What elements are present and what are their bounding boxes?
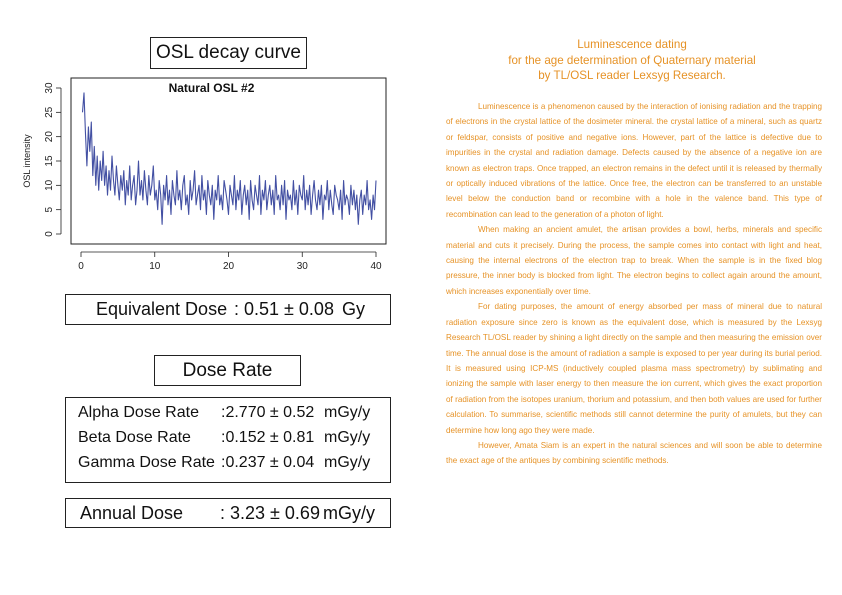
article-title: Luminescence dating for the age determin… — [440, 37, 824, 84]
article-paragraph: However, Amata Siam is an expert in the … — [446, 440, 822, 466]
dose-rate-label: Beta Dose Rate — [78, 429, 191, 446]
annual-dose-label: Annual Dose — [80, 503, 184, 523]
article-paragraph: For dating purposes, the amount of energ… — [446, 302, 822, 435]
y-tick-label: 25 — [44, 106, 55, 118]
dose-rate-title: Dose Rate — [182, 359, 273, 381]
dose-rate-unit: mGy/y — [324, 429, 371, 446]
dose-rate-value: :0.152 ± 0.81 — [221, 429, 315, 446]
osl-chart-svg: Natural OSL #2 0 5 10 15 20 25 30 0 10 20 30 40 OSL i… — [22, 77, 387, 272]
y-tick-label: 5 — [44, 206, 55, 212]
article-title-line: by TL/OSL reader Lexsyg Research. — [538, 69, 726, 82]
article-title-line: Luminescence dating — [577, 38, 687, 51]
x-tick-label: 30 — [297, 261, 309, 272]
osl-title-box: OSL decay curve — [150, 37, 307, 69]
equivalent-dose-box: Equivalent Dose : 0.51 ± 0.08 Gy — [65, 294, 391, 325]
y-tick-label: 10 — [44, 179, 55, 191]
y-tick-label: 15 — [44, 155, 55, 167]
dose-rate-box: Alpha Dose Rate :2.770 ± 0.52 mGy/y Beta… — [65, 397, 391, 483]
equivalent-dose-label: Equivalent Dose — [96, 299, 228, 319]
annual-dose-box: Annual Dose : 3.23 ± 0.69 mGy/y — [65, 498, 391, 528]
x-tick-label: 40 — [370, 261, 382, 272]
dose-rate-value: :2.770 ± 0.52 — [221, 404, 315, 421]
equivalent-dose-value: : 0.51 ± 0.08 — [234, 299, 334, 319]
annual-dose-unit: mGy/y — [323, 503, 375, 523]
x-tick-label: 10 — [149, 261, 161, 272]
x-tick-label: 20 — [223, 261, 235, 272]
y-tick-label: 30 — [44, 82, 55, 94]
dose-rate-label: Gamma Dose Rate — [78, 454, 215, 471]
osl-title: OSL decay curve — [155, 42, 302, 63]
dose-rate-label: Alpha Dose Rate — [78, 404, 199, 421]
dose-rate-title-box: Dose Rate — [154, 355, 301, 386]
article-paragraph: When making an ancient amulet, the artis… — [446, 225, 822, 296]
dose-rate-unit: mGy/y — [324, 454, 371, 471]
x-tick-label: 0 — [78, 261, 84, 272]
chart-title: Natural OSL #2 — [169, 81, 255, 95]
plot-frame — [70, 77, 387, 245]
alpha-dose-rate-row: Alpha Dose Rate :2.770 ± 0.52 mGy/y — [66, 404, 390, 428]
y-tick-label: 0 — [44, 231, 55, 237]
equivalent-dose-unit: Gy — [342, 299, 366, 319]
article-title-line: for the age determination of Quaternary … — [508, 53, 756, 67]
beta-dose-rate-row: Beta Dose Rate :0.152 ± 0.81 mGy/y — [66, 429, 390, 453]
osl-chart: Natural OSL #2 0 5 10 15 20 25 30 0 10 20 30 40 OSL i… — [14, 74, 394, 292]
y-axis-label: OSL intensity — [22, 134, 32, 188]
dose-rate-value: :0.237 ± 0.04 — [221, 454, 315, 471]
gamma-dose-rate-row: Gamma Dose Rate :0.237 ± 0.04 mGy/y — [66, 454, 390, 478]
y-tick-label: 20 — [44, 131, 55, 143]
article-paragraph: Luminescence is a phenomenon caused by t… — [446, 102, 822, 219]
dose-rate-unit: mGy/y — [324, 404, 371, 421]
article-body: Luminescence is a phenomenon caused by t… — [446, 99, 822, 469]
osl-series-line — [81, 92, 377, 225]
annual-dose-value: : 3.23 ± 0.69 — [220, 503, 320, 523]
